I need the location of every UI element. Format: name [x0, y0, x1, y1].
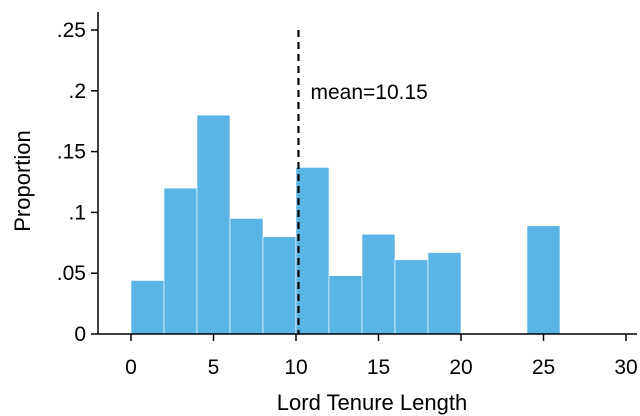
x-tick-label-2: 10: [284, 356, 307, 379]
x-tick-label-4: 20: [449, 356, 472, 379]
histogram-bar-3: [229, 218, 264, 335]
bars-group: [130, 114, 561, 335]
y-tick-label-4: .2: [68, 80, 86, 103]
y-tick-label-0: 0: [74, 323, 86, 346]
x-tick-label-3: 15: [367, 356, 390, 379]
y-tick-label-5: .25: [57, 19, 86, 42]
y-tick-label-3: .15: [57, 141, 86, 164]
x-tick-label-0: 0: [125, 356, 137, 379]
x-tick-label-1: 5: [208, 356, 220, 379]
x-tick-label-6: 30: [614, 356, 637, 379]
histogram-bar-8: [394, 259, 429, 335]
histogram-bar-1: [163, 187, 198, 335]
histogram-bar-6: [328, 275, 363, 335]
y-axis-ticks: 0 .05 .1 .15 .2 .25: [57, 19, 98, 346]
histogram-bar-0: [130, 280, 165, 335]
x-axis-title: Lord Tenure Length: [277, 390, 467, 415]
y-tick-label-1: .05: [57, 262, 86, 285]
histogram-bar-2: [196, 114, 231, 335]
y-tick-label-2: .1: [68, 201, 86, 224]
histogram-bar-7: [361, 233, 396, 335]
x-tick-label-5: 25: [532, 356, 555, 379]
histogram-bar-5: [295, 167, 330, 335]
x-axis-ticks: 0 5 10 15 20 25 30: [125, 334, 638, 379]
y-axis-title: Proportion: [10, 130, 35, 232]
histogram-bar-12: [526, 225, 561, 335]
histogram-bar-9: [427, 252, 462, 335]
histogram-bar-4: [262, 236, 297, 335]
mean-annotation: mean=10.15: [310, 81, 427, 104]
